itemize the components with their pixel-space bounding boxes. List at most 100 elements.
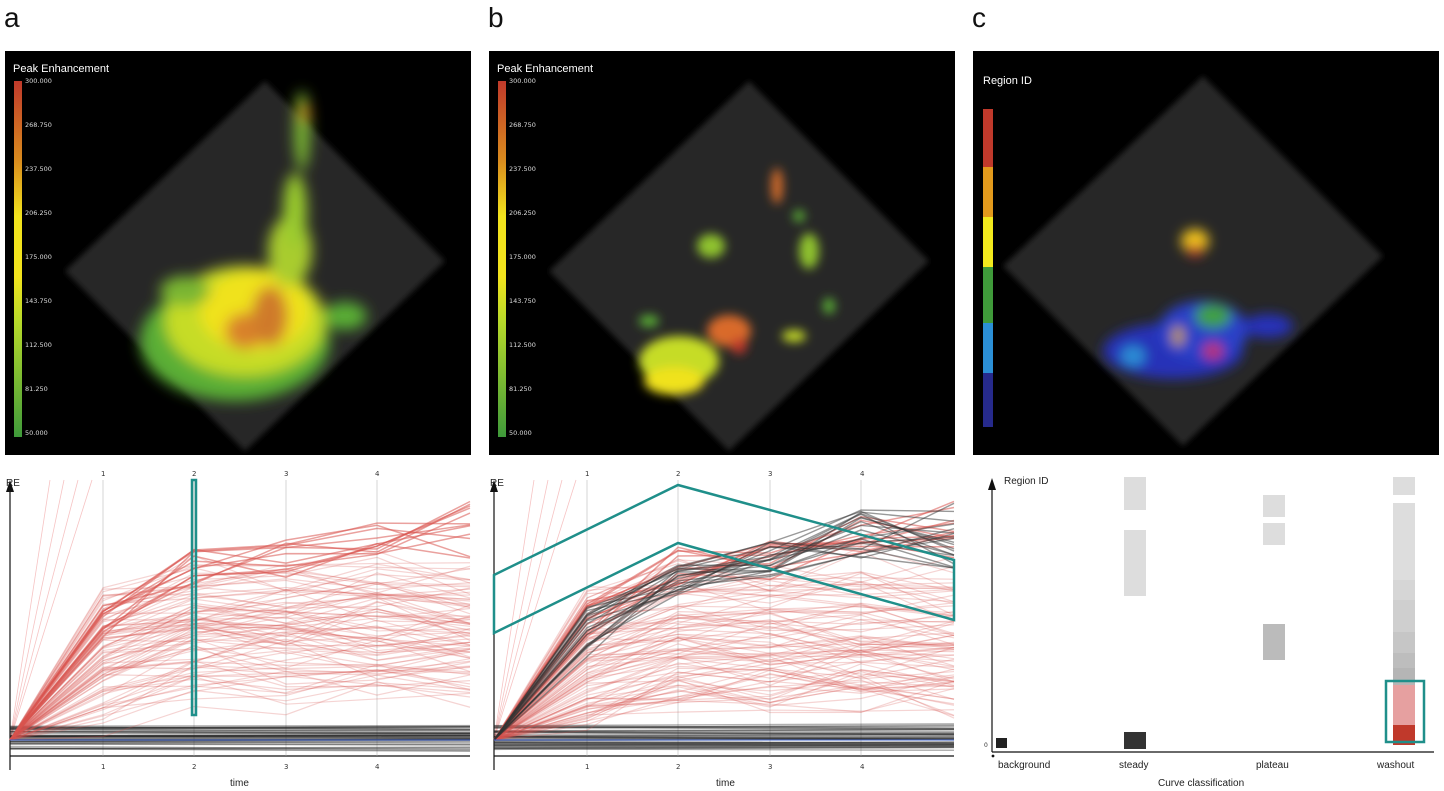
selected-curve	[9, 645, 471, 741]
category-washout[interactable]: washout	[1377, 760, 1415, 771]
origin-dot-c	[991, 754, 995, 758]
brush-selection-b	[492, 483, 956, 636]
selected-curve	[493, 679, 955, 741]
curve-plot-b[interactable]: RE time 1 2 3 4 1 2 3 4	[484, 470, 964, 791]
background-curve	[493, 741, 955, 745]
washout-cell	[1393, 668, 1415, 685]
selected-curve	[493, 663, 955, 741]
background-curve	[493, 735, 955, 738]
selected-curve	[493, 669, 955, 741]
unselected-curve	[493, 542, 955, 741]
selected-curve	[493, 643, 955, 741]
volume-view-a[interactable]: Peak Enhancement 300.000 268.750 237.500 20…	[5, 51, 471, 455]
selected-curve	[493, 669, 955, 741]
selected-curve	[9, 611, 471, 741]
y-axis-arrow-b	[490, 480, 498, 492]
background-curve	[493, 723, 955, 727]
selected-curve	[493, 614, 955, 741]
curve-plot-a[interactable]: RE time 1 2 3 4 1 2 3 4	[0, 470, 480, 791]
selected-curve	[493, 670, 955, 741]
colorbar-b[interactable]	[498, 81, 506, 437]
top-tick-a-3: 3	[284, 470, 289, 478]
selected-curve	[493, 581, 955, 741]
selected-curve	[9, 600, 471, 741]
colorbar-tick-b-2: 237.500	[509, 165, 536, 173]
selected-curve	[9, 619, 471, 741]
selected-curve	[493, 620, 955, 741]
selected-curve	[493, 647, 955, 741]
region-colorbar[interactable]	[983, 109, 993, 427]
selected-curve	[9, 587, 471, 741]
volume-view-c[interactable]: Region ID	[973, 51, 1439, 455]
selected-curve	[9, 607, 471, 741]
background-curve	[493, 724, 955, 729]
colorbar-title-c: Region ID	[983, 75, 1032, 87]
background-curve	[493, 726, 955, 730]
background-curve	[493, 742, 955, 745]
background-curve	[9, 741, 471, 744]
colorbar-a[interactable]	[14, 81, 22, 437]
background-curve	[9, 725, 471, 730]
background-curve	[9, 733, 471, 738]
selected-curve	[9, 627, 471, 741]
selected-curve	[9, 578, 471, 741]
colorbar-tick-a-8: 50.000	[25, 429, 48, 437]
background-curve	[9, 739, 471, 743]
selected-curve	[9, 651, 471, 741]
steady-cell-dark	[1124, 732, 1146, 749]
region-swatch-0	[983, 109, 993, 167]
bottom-tick-b-4: 4	[860, 763, 865, 771]
selected-curve	[9, 606, 471, 741]
colorbar-tick-a-3: 206.250	[25, 209, 52, 217]
selected-curve	[9, 670, 471, 741]
selected-curve	[493, 590, 955, 741]
category-steady[interactable]: steady	[1119, 760, 1149, 771]
selected-curve	[493, 684, 955, 741]
selected-curve	[9, 669, 471, 741]
selected-curve	[493, 587, 955, 741]
colorbar-title-a: Peak Enhancement	[13, 63, 110, 75]
selected-curve	[9, 582, 471, 741]
background-curve	[493, 746, 955, 749]
background-curve	[493, 725, 955, 729]
selected-curve	[493, 628, 955, 741]
background-curve	[9, 735, 471, 739]
selected-curve	[493, 667, 955, 741]
selected-curve	[493, 681, 955, 741]
category-plateau[interactable]: plateau	[1256, 760, 1289, 771]
top-tick-b-1: 1	[585, 470, 590, 478]
region-swatch-4	[983, 323, 993, 373]
selected-curve	[493, 636, 955, 741]
classification-plot-c[interactable]: Region ID Curve classification 0 backgro…	[968, 470, 1444, 791]
volume-view-b[interactable]: Peak Enhancement 300.000 268.750 237.500 20…	[489, 51, 955, 455]
background-curve	[493, 746, 955, 749]
background-curve	[493, 742, 955, 747]
selected-curve	[493, 680, 955, 741]
bottom-tick-a-4: 4	[375, 763, 380, 771]
selected-curve	[493, 649, 955, 741]
plateau-cell-1	[1263, 495, 1285, 517]
selected-curve	[493, 632, 955, 741]
selected-curve	[9, 616, 471, 741]
selected-curve-top	[9, 507, 471, 741]
plateau-cell-2	[1263, 523, 1285, 545]
selected-curve	[9, 572, 471, 741]
selected-curve	[493, 611, 955, 741]
washout-cell-1	[1393, 477, 1415, 495]
colorbar-tick-b-3: 206.250	[509, 209, 536, 217]
top-tick-a-1: 1	[101, 470, 106, 478]
selected-curve	[493, 637, 955, 741]
washout-cell-selected-dark	[1393, 725, 1415, 745]
selected-curve	[493, 659, 955, 741]
background-curve	[493, 732, 955, 736]
selected-curve	[9, 586, 471, 741]
unselected-curve	[493, 517, 955, 741]
background-curve	[9, 731, 471, 735]
panel-label-a: a	[4, 2, 20, 33]
selected-curve	[493, 709, 955, 741]
selected-curve	[9, 682, 471, 741]
selected-curve	[493, 661, 955, 741]
selected-curve	[493, 654, 955, 741]
category-background[interactable]: background	[998, 760, 1051, 771]
selected-curve	[493, 669, 955, 741]
